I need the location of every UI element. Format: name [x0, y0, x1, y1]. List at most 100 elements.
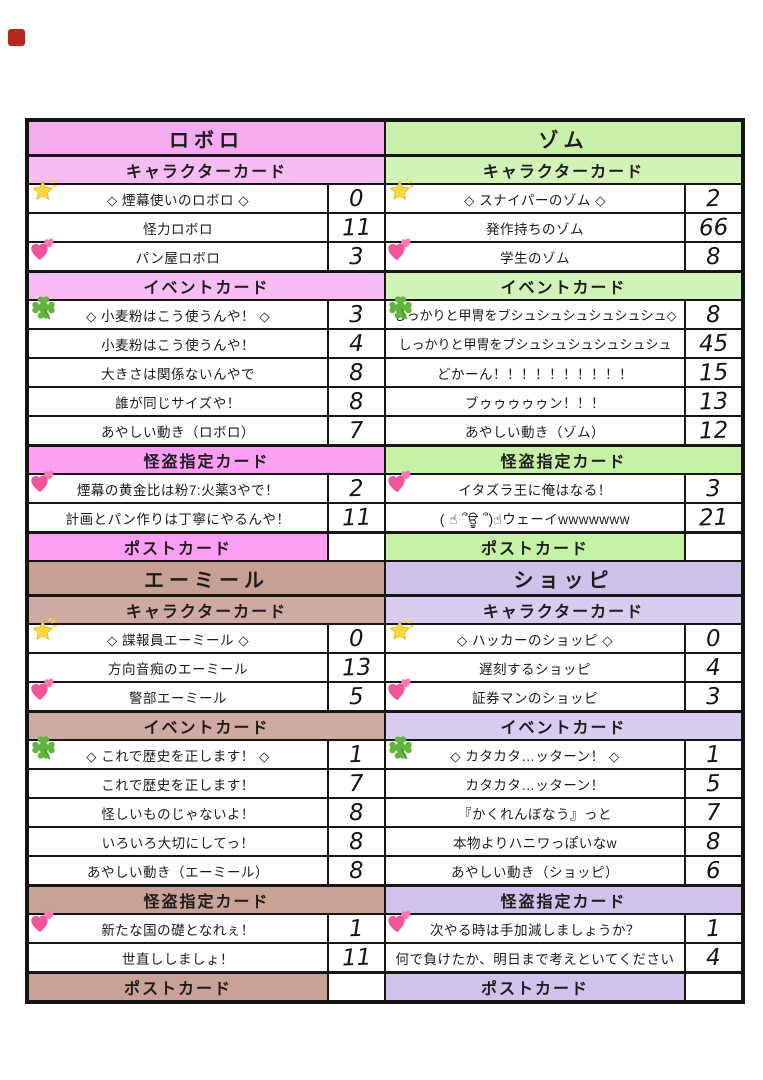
section-header-label: 怪盗指定カード [143, 454, 270, 471]
card-count: 15 [698, 358, 729, 387]
card-count: 66 [698, 213, 729, 242]
card-name: ◇ スナイパーのゾム ◇ [464, 192, 606, 208]
card-row: 何で負けたか、明日まで考えといてください 4 [386, 942, 741, 971]
card-name: 『かくれんぼなう』っと [458, 806, 612, 822]
card-name-cell: いろいろ大切にしてっ！ [29, 828, 327, 855]
card-count-cell: 8 [327, 799, 384, 826]
section-header-label: キャラクターカード [482, 164, 645, 181]
card-row: 計画とパン作りは丁寧にやるんや！ 11 [29, 502, 384, 531]
column-title-label: ロボロ [169, 129, 244, 152]
card-count: 11 [341, 503, 372, 532]
card-row: ブゥゥゥゥゥン！！！ 13 [386, 386, 741, 415]
card-name: ( ☝ ՞ਊ ՞)☝ウェーイwwwwwww [439, 511, 631, 527]
card-count-cell: 13 [684, 388, 741, 415]
card-name: あやしい動き（エーミール） [87, 864, 269, 880]
card-name: 警部エーミール [129, 690, 227, 706]
card-row: カタカタ…ッターン！ 5 [386, 768, 741, 797]
section-header: ポストカード [386, 971, 741, 1000]
card-count: 6 [705, 857, 722, 884]
card-count-cell: 1 [327, 741, 384, 768]
card-name-cell: ◇ スナイパーのゾム ◇ [386, 185, 684, 212]
card-count-cell: 0 [684, 625, 741, 652]
card-name-cell: 発作持ちのゾム [386, 214, 684, 241]
card-row: 警部エーミール 5 [29, 678, 384, 710]
card-row: ◇ 諜報員エーミール ◇ 0 [29, 618, 384, 652]
section-header: キャラクターカード [386, 594, 741, 623]
card-row: いろいろ大切にしてっ！ 8 [29, 826, 384, 855]
section-header: 怪盗指定カード [29, 444, 384, 473]
card-count-cell: 7 [684, 799, 741, 826]
column-title-zomu: ゾム [386, 122, 741, 154]
card-count-cell: 6 [684, 857, 741, 884]
card-name-cell: あやしい動き（エーミール） [29, 857, 327, 884]
section-header: ポストカード [29, 971, 384, 1000]
card-count: 2 [705, 185, 722, 212]
column-block-zomu: ゾムキャラクターカード ◇ スナイパーのゾム ◇ 2 発作持ちのゾム 66 学生のゾム 8 イ… [385, 121, 742, 561]
card-row: 小麦粉はこう使うんや！ 4 [29, 328, 384, 357]
card-count-cell: 3 [327, 243, 384, 270]
card-count: 8 [705, 828, 722, 855]
card-count-cell: 2 [684, 185, 741, 212]
card-row: 学生のゾム 8 [386, 238, 741, 270]
card-count: 3 [705, 475, 722, 502]
card-count-cell: 3 [327, 301, 384, 328]
red-marker-square [8, 29, 25, 46]
section-header-label: イベントカード [143, 280, 270, 297]
card-count: 3 [348, 301, 365, 328]
card-row: これで歴史を正します！ 7 [29, 768, 384, 797]
section-header: キャラクターカード [29, 154, 384, 183]
card-name: 方向音痴のエーミール [108, 661, 248, 677]
card-name: あやしい動き（ロボロ） [101, 424, 255, 440]
card-tally-table: ロボロ キャラクターカード ◇ 煙幕使いのロボロ ◇ 0 怪力ロボロ 11 パン屋ロボロ 3 イ… [25, 118, 745, 1004]
section-header-label: イベントカード [143, 720, 270, 737]
card-count: 8 [348, 388, 365, 415]
card-row: 証券マンのショッピ 3 [386, 678, 741, 710]
card-count: 0 [705, 625, 722, 652]
column-title-roboro: ロボロ [29, 122, 384, 154]
card-row: ◇ スナイパーのゾム ◇ 2 [386, 178, 741, 212]
card-count-cell: 1 [684, 915, 741, 942]
section-header-label: ポストカード [29, 974, 327, 1000]
card-name-cell: どかーん！！！！！！！！！！ [386, 359, 684, 386]
section-header: イベントカード [29, 710, 384, 739]
section-header: 怪盗指定カード [386, 444, 741, 473]
card-row: 発作持ちのゾム 66 [386, 212, 741, 241]
card-count-cell: 5 [327, 683, 384, 710]
card-count-cell: 11 [327, 944, 384, 971]
card-name: これで歴史を正します！ [101, 777, 255, 793]
card-name-cell: ◇ 諜報員エーミール ◇ [29, 625, 327, 652]
card-name-cell: しっかりと甲冑をブシュシュシュシュシュシュ◇ [386, 301, 684, 328]
section-header: イベントカード [386, 270, 741, 299]
card-name: しっかりと甲冑をブシュシュシュシュシュシュ [398, 337, 672, 352]
card-count: 3 [705, 683, 722, 710]
card-name: 遅刻するショッピ [479, 661, 591, 677]
section-header-label: ポストカード [386, 534, 684, 560]
card-row: ◇ これで歴史を正します！ ◇ 1 [29, 736, 384, 768]
card-count-cell: 11 [327, 214, 384, 241]
empty-count-cell [327, 534, 384, 560]
card-name-cell: 煙幕の黄金比は粉7:火薬3やで！ [29, 475, 327, 502]
column-block-emiru: エーミール キャラクターカード ◇ 諜報員エーミール ◇ 0 方向音痴のエーミール 13 警… [28, 561, 385, 1001]
card-row: 方向音痴のエーミール 13 [29, 652, 384, 681]
card-row: ◇ 小麦粉はこう使うんや！ ◇ 3 [29, 296, 384, 328]
card-name-cell: パン屋ロボロ [29, 243, 327, 270]
card-row: 新たな国の礎となれぇ！ 1 [29, 910, 384, 942]
card-count: 1 [705, 741, 722, 768]
card-name: あやしい動き（ショッピ） [451, 864, 619, 880]
card-name: どかーん！！！！！！！！！！ [437, 366, 633, 382]
card-name: 次やる時は手加減しましょうか？ [430, 922, 640, 938]
card-count: 8 [705, 243, 722, 270]
card-count: 7 [348, 770, 365, 797]
card-row: 世直ししましょ！ 11 [29, 942, 384, 971]
card-name-cell: カタカタ…ッターン！ [386, 770, 684, 797]
card-count-cell: 4 [327, 330, 384, 357]
card-row: 大きさは関係ないんやで 8 [29, 357, 384, 386]
card-count-cell: 5 [684, 770, 741, 797]
card-row: あやしい動き（ロボロ） 7 [29, 415, 384, 444]
card-row: しっかりと甲冑をブシュシュシュシュシュシュ◇ 8 [386, 296, 741, 328]
section-header: キャラクターカード [29, 594, 384, 623]
card-row: 怪力ロボロ 11 [29, 212, 384, 241]
card-name-cell: 学生のゾム [386, 243, 684, 270]
card-count-cell: 8 [327, 359, 384, 386]
